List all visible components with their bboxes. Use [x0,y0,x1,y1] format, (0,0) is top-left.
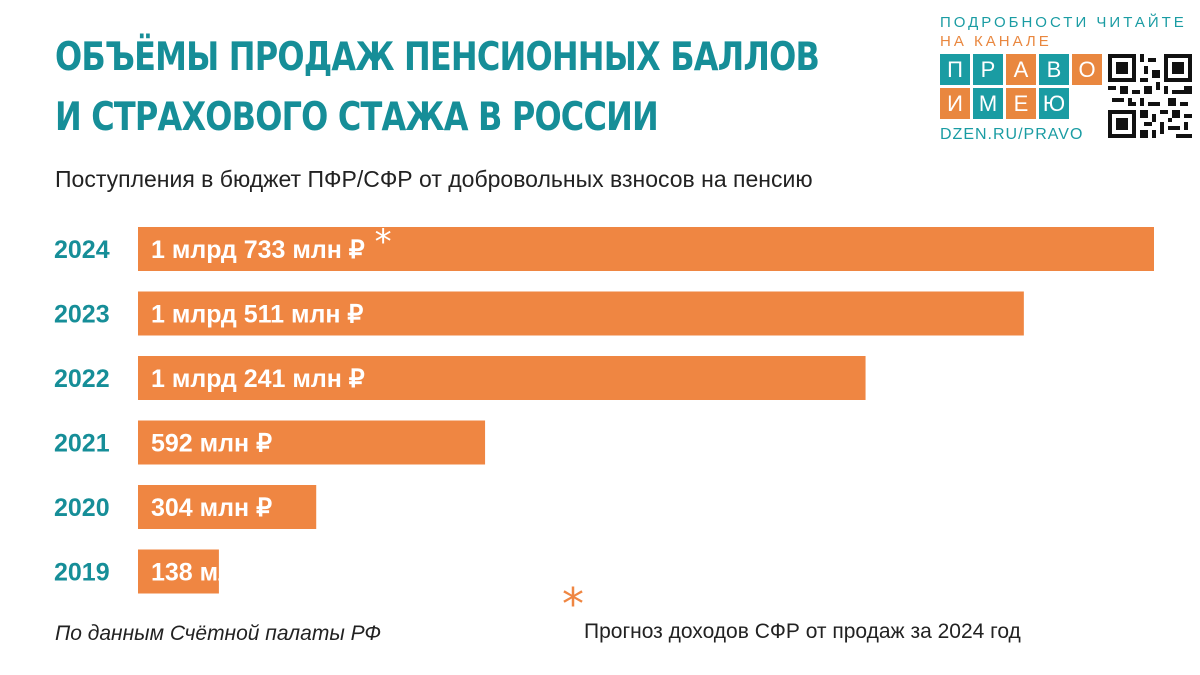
bar-2024 [138,227,1154,271]
footnote-asterisk: * [562,579,584,630]
logo-letter: А [1006,54,1036,85]
logo-row-1: П Р А В О [940,54,1105,85]
bar-value-label: 1 млрд 733 млн ₽ [151,236,365,264]
title-line-2: И СТРАХОВОГО СТАЖА В РОССИИ [55,95,659,140]
year-label: 2021 [54,430,110,458]
bar-value-label: 138 млн ₽ [151,559,272,587]
logo-letter: В [1039,54,1069,85]
brand-tagline-line-1: ПОДРОБНОСТИ ЧИТАЙТЕ [940,14,1187,31]
channel-brand-block[interactable]: ПОДРОБНОСТИ ЧИТАЙТЕ НА КАНАЛЕ П Р А В О … [940,14,1192,149]
bar-value-label: 304 млн ₽ [151,494,272,522]
year-label: 2022 [54,365,110,393]
year-label: 2020 [54,494,110,522]
bar-value-label: 592 млн ₽ [151,430,272,458]
forecast-footnote: Прогноз доходов СФР от продаж за 2024 го… [584,620,1021,643]
bar-2023 [138,291,1024,336]
data-source-note: По данным Счётной палаты РФ [55,622,382,645]
brand-tagline-line-2: НА КАНАЛЕ [940,33,1052,50]
title-line-1: ОБЪЁМЫ ПРОДАЖ ПЕНСИОННЫХ БАЛЛОВ [55,35,820,80]
qr-code-icon[interactable] [1108,54,1192,138]
year-label: 2023 [54,301,110,329]
bar-2021 [138,420,486,465]
logo-letter: Р [973,54,1003,85]
bar-2022 [138,356,866,400]
logo-letter: М [973,88,1003,119]
bar-2019 [138,549,219,594]
bar-value-label: 1 млрд 241 млн ₽ [151,365,365,393]
logo-letter: П [940,54,970,85]
logo-letter: Е [1006,88,1036,119]
logo-letter: О [1072,54,1102,85]
year-label: 2019 [54,559,110,587]
bar-2020 [138,485,317,529]
logo-letter: Ю [1039,88,1069,119]
page-title: ОБЪЁМЫ ПРОДАЖ ПЕНСИОННЫХ БАЛЛОВ И СТРАХО… [55,28,820,148]
logo-row-2: И М Е Ю [940,88,1072,119]
year-label: 2024 [54,236,110,264]
bar-value-label: 1 млрд 511 млн ₽ [151,301,363,329]
forecast-asterisk: * [375,222,392,262]
logo-letter: И [940,88,970,119]
channel-link[interactable]: DZEN.RU/PRAVO [940,126,1084,143]
chart-subtitle: Поступления в бюджет ПФР/СФР от добровол… [55,166,813,192]
